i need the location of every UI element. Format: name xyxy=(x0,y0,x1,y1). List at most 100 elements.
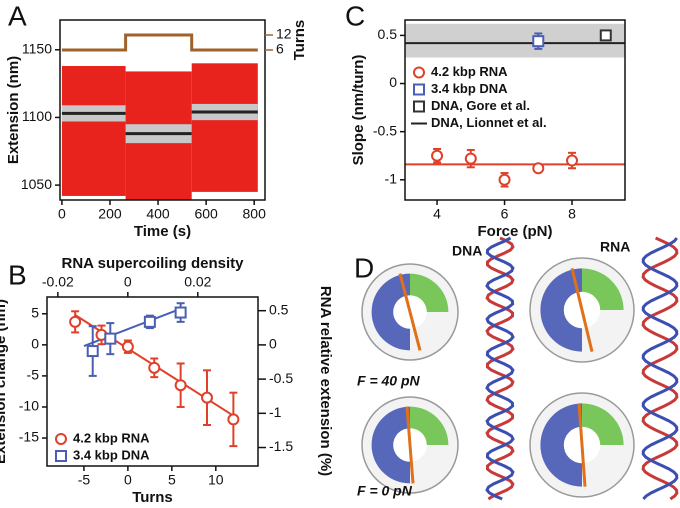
helix-strand xyxy=(641,236,679,501)
panel-letter: B xyxy=(8,259,27,290)
y2-tick-label: 0 xyxy=(269,336,277,352)
legend-label: DNA, Lionnet et al. xyxy=(431,115,547,130)
y-tick-label: 1100 xyxy=(22,108,52,124)
point xyxy=(498,173,511,186)
x-tick-label: 400 xyxy=(146,206,170,222)
x-axis-label: Force (pN) xyxy=(478,223,553,240)
y2-tick-label: 12 xyxy=(276,26,292,42)
y-tick-label: -5 xyxy=(27,367,40,383)
axes-frame xyxy=(59,19,266,201)
chart: C 4.2 kbp RNA 3.4 kbp DNA DNA, Gore et al. D… xyxy=(345,0,626,240)
y-axis-label: Extension change (nm) xyxy=(0,299,9,464)
y2-axis-label: Turns xyxy=(291,20,308,61)
x-tick-label: 600 xyxy=(194,206,218,222)
x-tick-label: 5 xyxy=(168,472,176,488)
dna-label: DNA xyxy=(452,243,482,259)
y-tick-label: 1150 xyxy=(22,40,52,56)
x-tick-label: 10 xyxy=(208,472,224,488)
force-label: F = 40 pN xyxy=(357,373,421,389)
legend-label: 4.2 kbp RNA xyxy=(73,430,150,445)
y2-tick-label: 6 xyxy=(276,41,284,57)
y2-axis-label: RNA relative extension (%) xyxy=(317,286,334,476)
panel-letter: A xyxy=(8,0,27,31)
blue-strand xyxy=(371,406,410,484)
y2-tick-label: -1.5 xyxy=(269,438,293,454)
y2-tick-label: 0.5 xyxy=(269,301,289,317)
point xyxy=(174,306,187,319)
y-tick-label: 0 xyxy=(31,336,39,352)
point xyxy=(201,391,214,404)
point xyxy=(431,149,444,162)
chart: A 0 200 400 600 800 1050 1100 1150 612 Time (s) Ext… xyxy=(5,0,308,240)
blue-strand xyxy=(371,273,410,351)
legend-label: 3.4 kbp DNA xyxy=(73,447,150,462)
x-tick-label: -5 xyxy=(78,472,91,488)
panel-letter: D xyxy=(354,252,374,283)
y-axis-label: Extension (nm) xyxy=(5,56,22,164)
point xyxy=(143,315,156,328)
trace-range xyxy=(191,63,258,192)
axis-rod xyxy=(570,268,594,352)
rna-label: RNA xyxy=(600,239,630,255)
x2-tick-label: 0.02 xyxy=(184,274,211,290)
y2-tick-label: -0.5 xyxy=(269,370,293,386)
y-tick-label: -15 xyxy=(19,429,39,445)
y-axis-label: Slope (nm/turn) xyxy=(350,55,367,166)
y-tick-label: 5 xyxy=(31,304,39,320)
helix-strand xyxy=(485,236,515,501)
helix-strand xyxy=(641,237,679,501)
y-tick-label: -0.5 xyxy=(373,122,397,138)
x2-tick-label: 0 xyxy=(124,274,132,290)
x-tick-label: 8 xyxy=(568,206,576,222)
point xyxy=(599,29,612,42)
x2-axis-label: RNA supercoiling density xyxy=(62,255,245,272)
turns-line xyxy=(61,33,258,52)
legend-marker xyxy=(413,83,425,96)
axes-frame xyxy=(404,19,626,201)
trace-range xyxy=(61,66,126,196)
x2-tick-label: -0.02 xyxy=(42,274,74,290)
point xyxy=(532,162,545,175)
plot-area xyxy=(61,63,258,200)
axis-rod xyxy=(577,403,587,487)
helix-strand xyxy=(485,236,515,501)
fit-line xyxy=(83,307,181,348)
x-tick-label: 800 xyxy=(243,206,267,222)
point xyxy=(174,379,187,392)
x-tick-label: 0 xyxy=(58,206,66,222)
legend-marker xyxy=(55,433,67,445)
point xyxy=(566,154,579,167)
illustration xyxy=(361,236,679,501)
legend-marker xyxy=(413,66,425,79)
y-tick-label: 0 xyxy=(389,74,397,90)
x-axis-label: Turns xyxy=(132,489,173,506)
x-tick-label: 200 xyxy=(98,206,122,222)
axis-rod xyxy=(398,273,422,351)
blue-strand xyxy=(540,403,582,487)
y-tick-label: 0.5 xyxy=(378,26,398,42)
plot-area xyxy=(69,302,240,448)
plot-area xyxy=(405,23,625,188)
reference-band xyxy=(405,23,625,58)
x-tick-label: 0 xyxy=(124,472,132,488)
legend-marker xyxy=(413,100,425,113)
point xyxy=(532,35,545,48)
blue-strand xyxy=(540,268,582,352)
point xyxy=(148,361,161,374)
x-axis-label: Time (s) xyxy=(134,223,191,240)
x-tick-label: 6 xyxy=(501,206,509,222)
point xyxy=(121,340,134,353)
legend-marker xyxy=(55,450,67,462)
y-tick-label: 1050 xyxy=(21,176,52,192)
point xyxy=(86,345,99,358)
point xyxy=(104,332,117,345)
point xyxy=(69,315,82,328)
axis-rod xyxy=(405,406,415,484)
x-tick-label: 4 xyxy=(433,206,441,222)
axes-frame xyxy=(46,296,259,467)
force-label: F = 0 pN xyxy=(357,483,413,499)
point xyxy=(464,152,477,165)
